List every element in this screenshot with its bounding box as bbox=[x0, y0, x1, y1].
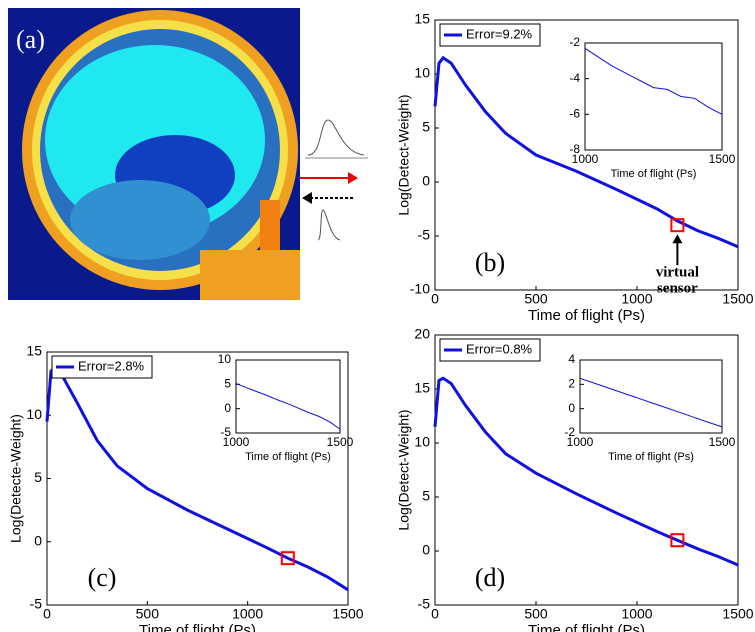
y-tick-label: -4 bbox=[569, 71, 580, 85]
y-tick-label: -5 bbox=[418, 596, 431, 612]
y-tick-label: 10 bbox=[414, 434, 430, 450]
y-tick-label: -2 bbox=[569, 35, 580, 49]
panel-label: (d) bbox=[475, 563, 505, 592]
y-tick-label: -5 bbox=[220, 425, 231, 439]
x-axis-label: Time of flight (Ps) bbox=[611, 168, 697, 180]
annotation: virtual bbox=[656, 265, 699, 281]
y-tick-label: 20 bbox=[414, 326, 430, 342]
y-tick-label: 0 bbox=[422, 542, 430, 558]
y-tick-label: 5 bbox=[224, 377, 231, 391]
y-axis-label: Log(Detect-Weight) bbox=[396, 94, 412, 215]
cerebellum bbox=[70, 180, 210, 260]
x-axis-label: Time of flight (Ps) bbox=[245, 451, 331, 463]
x-tick-label: 500 bbox=[524, 291, 548, 307]
y-tick-label: 5 bbox=[422, 488, 430, 504]
page: (a) 050010001500-10-5051015Time of fligh… bbox=[0, 0, 755, 632]
plot-area bbox=[585, 43, 722, 150]
y-tick-label: 15 bbox=[26, 343, 42, 359]
y-tick-label: -5 bbox=[418, 227, 431, 243]
y-tick-label: 0 bbox=[422, 173, 430, 189]
plot-area bbox=[580, 360, 722, 433]
y-tick-label: 0 bbox=[224, 401, 231, 415]
panel-label: (b) bbox=[475, 248, 505, 277]
x-axis-label: Time of flight (Ps) bbox=[528, 622, 645, 632]
x-tick-label: 0 bbox=[43, 606, 51, 622]
y-axis-label: Log(Detecte-Weight) bbox=[8, 414, 24, 543]
plot-area bbox=[236, 360, 340, 433]
annotation: sensor bbox=[657, 281, 698, 297]
y-tick-label: -8 bbox=[569, 142, 580, 156]
x-tick-label: 1500 bbox=[709, 152, 736, 166]
x-tick-label: 1500 bbox=[332, 606, 363, 622]
x-tick-label: 1500 bbox=[722, 291, 753, 307]
x-tick-label: 1000 bbox=[232, 606, 263, 622]
x-tick-label: 1000 bbox=[621, 606, 652, 622]
x-tick-label: 500 bbox=[524, 606, 548, 622]
y-tick-label: -5 bbox=[30, 596, 43, 612]
y-tick-label: 15 bbox=[414, 11, 430, 27]
x-tick-label: 1000 bbox=[621, 291, 652, 307]
y-tick-label: 15 bbox=[414, 380, 430, 396]
x-axis-label: Time of flight (Ps) bbox=[528, 307, 645, 324]
y-tick-label: -6 bbox=[569, 107, 580, 121]
arrow-head bbox=[302, 192, 312, 204]
pulse-in bbox=[318, 210, 340, 240]
y-axis-label: Log(Detect-Weight) bbox=[396, 409, 412, 530]
x-tick-label: 1500 bbox=[709, 435, 736, 449]
y-tick-label: 10 bbox=[26, 406, 42, 422]
legend-label: Error=0.8% bbox=[466, 341, 533, 356]
x-tick-label: 500 bbox=[136, 606, 160, 622]
x-axis-label: Time of flight (Ps) bbox=[139, 622, 256, 632]
legend-label: Error=9.2% bbox=[466, 26, 533, 41]
arrow-head bbox=[348, 172, 358, 184]
figure: (a) 050010001500-10-5051015Time of fligh… bbox=[0, 0, 755, 632]
y-tick-label: 10 bbox=[218, 352, 232, 366]
face bbox=[260, 200, 280, 250]
pulse-out bbox=[308, 120, 364, 155]
y-tick-label: 10 bbox=[414, 65, 430, 81]
y-tick-label: 5 bbox=[422, 119, 430, 135]
x-tick-label: 1500 bbox=[722, 606, 753, 622]
panel-label: (a) bbox=[16, 25, 45, 54]
y-tick-label: 0 bbox=[34, 532, 42, 548]
y-tick-label: 5 bbox=[34, 469, 42, 485]
y-tick-label: -10 bbox=[410, 281, 430, 297]
y-tick-label: 2 bbox=[568, 377, 575, 391]
legend-label: Error=2.8% bbox=[78, 358, 145, 373]
x-axis-label: Time of flight (Ps) bbox=[608, 451, 694, 463]
y-tick-label: 4 bbox=[568, 352, 575, 366]
brain-image: (a) bbox=[8, 8, 368, 300]
y-tick-label: -2 bbox=[564, 425, 575, 439]
panel-label: (c) bbox=[88, 563, 117, 592]
x-tick-label: 0 bbox=[431, 291, 439, 307]
neck bbox=[200, 250, 300, 300]
x-tick-label: 1500 bbox=[327, 435, 354, 449]
x-tick-label: 0 bbox=[431, 606, 439, 622]
y-tick-label: 0 bbox=[568, 401, 575, 415]
